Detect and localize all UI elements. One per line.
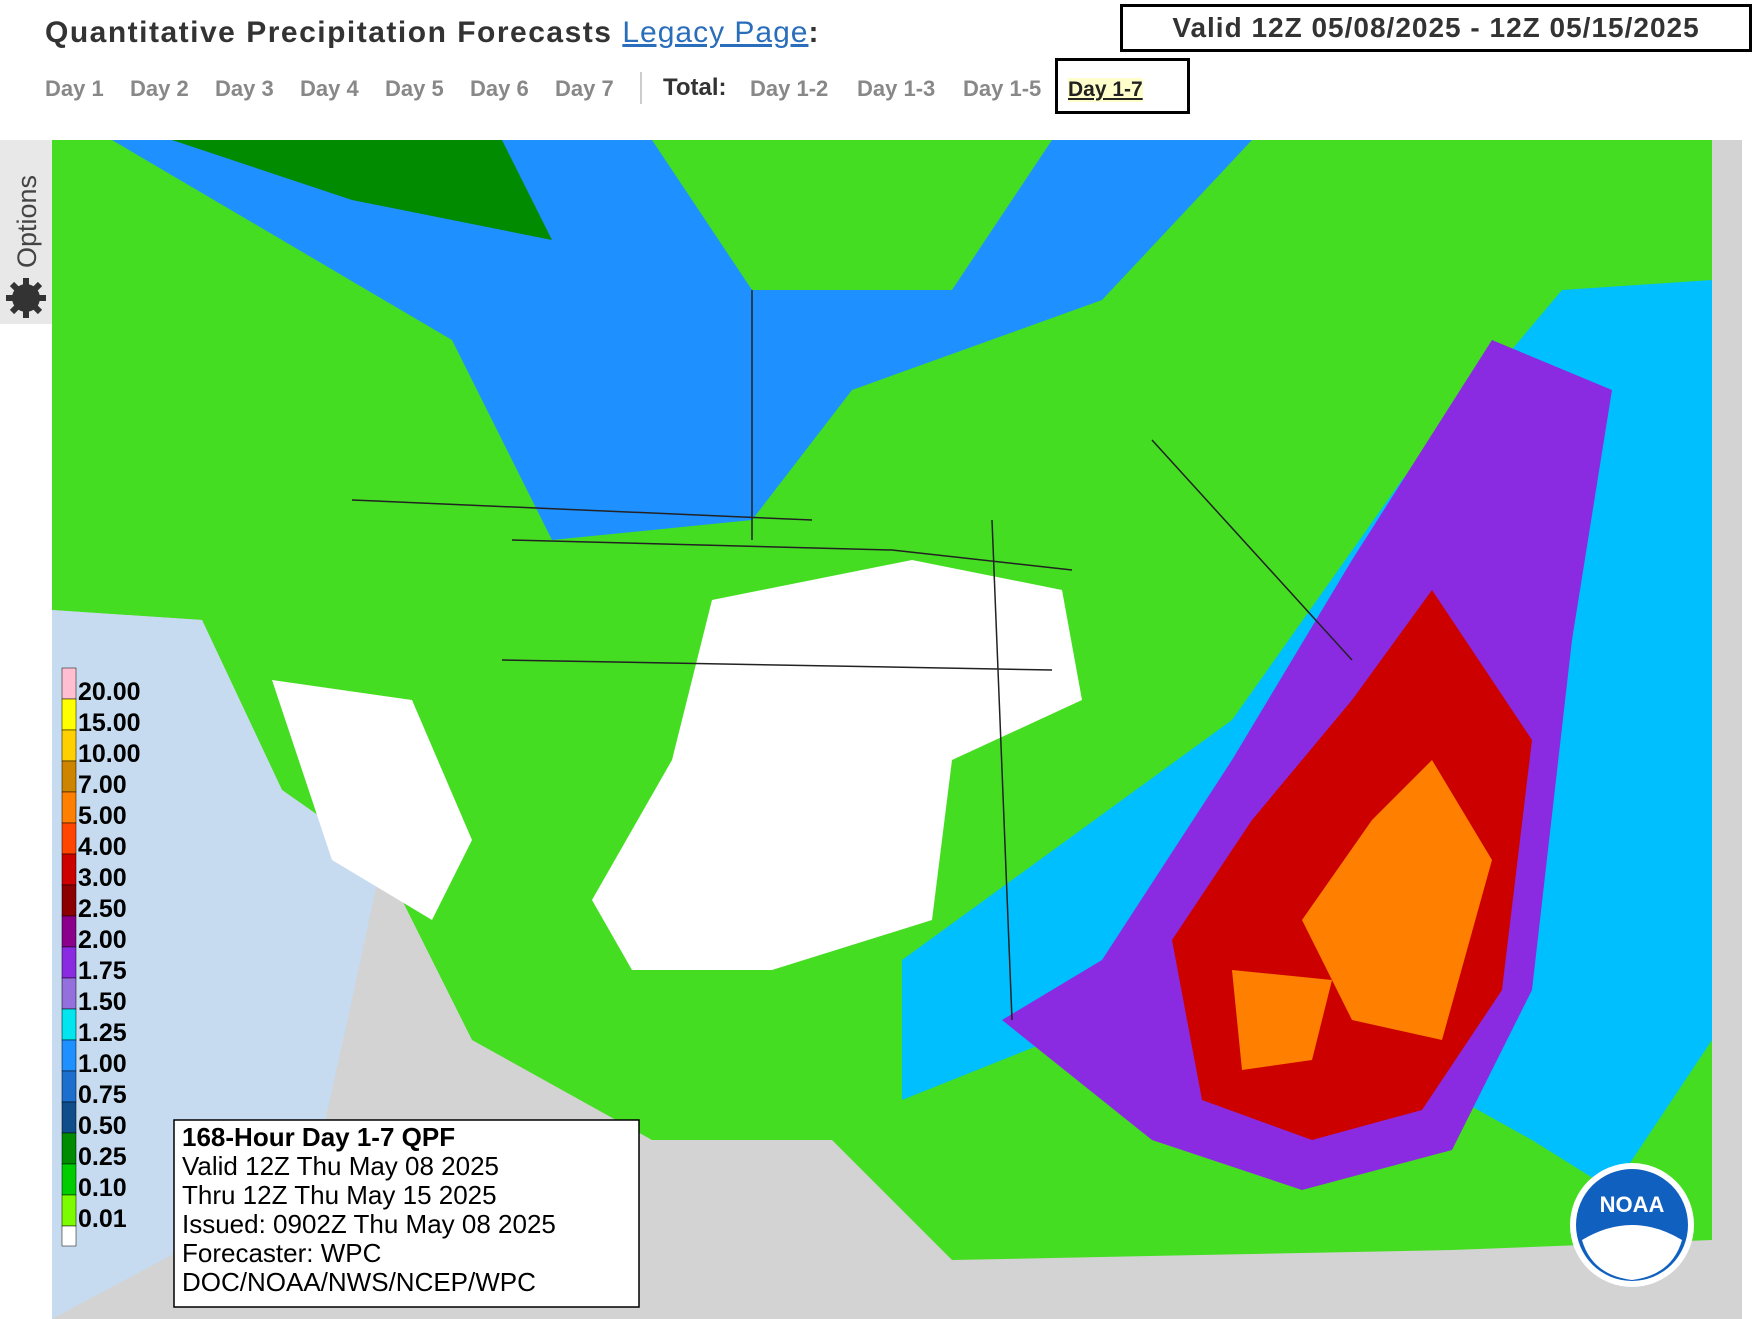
- precip-dark-green: [172, 140, 552, 240]
- legend-label: 10.00: [78, 740, 141, 768]
- options-icon: Options: [6, 175, 46, 318]
- legend-label: 0.01: [78, 1205, 127, 1233]
- nav-item[interactable]: Day 2: [130, 76, 189, 101]
- legend-label: 5.00: [78, 802, 127, 830]
- legend-label: 1.50: [78, 988, 127, 1016]
- qpf-map: 20.00 15.00 10.00 7.00 5.00 4.00 3.00 2.50 2.00 1…: [52, 140, 1742, 1319]
- dry-plains: [592, 560, 1082, 970]
- noaa-gull: [1582, 1225, 1682, 1280]
- legacy-link[interactable]: Legacy Page: [622, 16, 809, 49]
- legend-swatch: [61, 1132, 77, 1165]
- info-line: Issued: 0902Z Thu May 08 2025: [182, 1209, 556, 1239]
- precip-blue-north: [112, 140, 1252, 540]
- valid-range: Valid 12Z 05/08/2025 - 12Z 05/15/2025: [1120, 4, 1752, 52]
- legend-label: 3.00: [78, 864, 127, 892]
- legend-label: 2.50: [78, 895, 127, 923]
- options-label: Options: [12, 175, 42, 268]
- legend-swatch: [61, 853, 77, 886]
- legend-label: 0.50: [78, 1112, 127, 1140]
- legend-swatch: [61, 1163, 77, 1196]
- legend-swatch: [61, 822, 77, 855]
- info-line: Forecaster: WPC: [182, 1238, 381, 1268]
- noaa-text: NOAA: [1600, 1192, 1665, 1217]
- legend-swatch: [61, 791, 77, 824]
- legend-swatch: [61, 1101, 77, 1134]
- info-line: Valid 12Z Thu May 08 2025: [182, 1151, 499, 1181]
- info-box: [173, 1119, 640, 1308]
- precip-orange: [1302, 760, 1492, 1040]
- legend-label: 0.10: [78, 1174, 127, 1202]
- legend-label: 4.00: [78, 833, 127, 861]
- info-line: DOC/NOAA/NWS/NCEP/WPC: [182, 1267, 536, 1297]
- legend: 20.00 15.00 10.00 7.00 5.00 4.00 3.00 2.50 2.00 1…: [61, 667, 141, 1247]
- info-line: Thru 12Z Thu May 15 2025: [182, 1180, 497, 1210]
- legend-swatch: [61, 884, 77, 917]
- nav-item[interactable]: Day 1-3: [857, 76, 936, 101]
- options-tab[interactable]: Options: [0, 140, 56, 324]
- precip-orange-fl: [1232, 970, 1332, 1070]
- title-text: Quantitative Precipitation Forecasts: [45, 16, 613, 49]
- nav-item: Total:: [663, 74, 727, 101]
- nav-item[interactable]: Day 5: [385, 76, 444, 101]
- legend-label: 1.00: [78, 1050, 127, 1078]
- legend-swatch: [61, 915, 77, 948]
- legend-swatch: [61, 1039, 77, 1072]
- legend-swatch: [61, 667, 77, 700]
- legend-label: 1.75: [78, 957, 127, 985]
- legend-swatch: [61, 1194, 77, 1227]
- gear-teeth: [6, 278, 46, 318]
- separator: [640, 72, 642, 104]
- state-borders: [351, 290, 1353, 1021]
- colon: :: [808, 16, 820, 49]
- nav-item[interactable]: Day 7: [555, 76, 614, 101]
- legend-swatch-blank: [61, 1225, 77, 1247]
- legend-swatch: [61, 977, 77, 1010]
- legend-swatch: [61, 946, 77, 979]
- legend-swatch: [61, 1070, 77, 1103]
- legend-label: 15.00: [78, 709, 141, 737]
- legend-label: 0.25: [78, 1143, 127, 1171]
- nav-item[interactable]: Day 3: [215, 76, 274, 101]
- nav-item[interactable]: Day 1: [45, 76, 104, 101]
- legend-label: 0.75: [78, 1081, 127, 1109]
- nav-item[interactable]: Day 1-5: [963, 76, 1042, 101]
- dry-west: [272, 680, 472, 920]
- nav-item[interactable]: Day 1-2: [750, 76, 829, 101]
- legend-swatch: [61, 729, 77, 762]
- nav-item[interactable]: Day 4: [300, 76, 359, 101]
- legend-swatch: [61, 698, 77, 731]
- legend-swatch: [61, 760, 77, 793]
- legend-label: 20.00: [78, 678, 141, 706]
- legend-swatch: [61, 1008, 77, 1041]
- selected-box: [1055, 58, 1190, 114]
- page-title: Quantitative Precipitation Forecasts Leg…: [45, 16, 820, 50]
- legend-label: 2.00: [78, 926, 127, 954]
- nav-item[interactable]: Day 6: [470, 76, 529, 101]
- info-line: 168-Hour Day 1-7 QPF: [182, 1122, 455, 1152]
- legend-label: 7.00: [78, 771, 127, 799]
- nav-item[interactable]: Day 1-7: [1068, 78, 1143, 102]
- legend-label: 1.25: [78, 1019, 127, 1047]
